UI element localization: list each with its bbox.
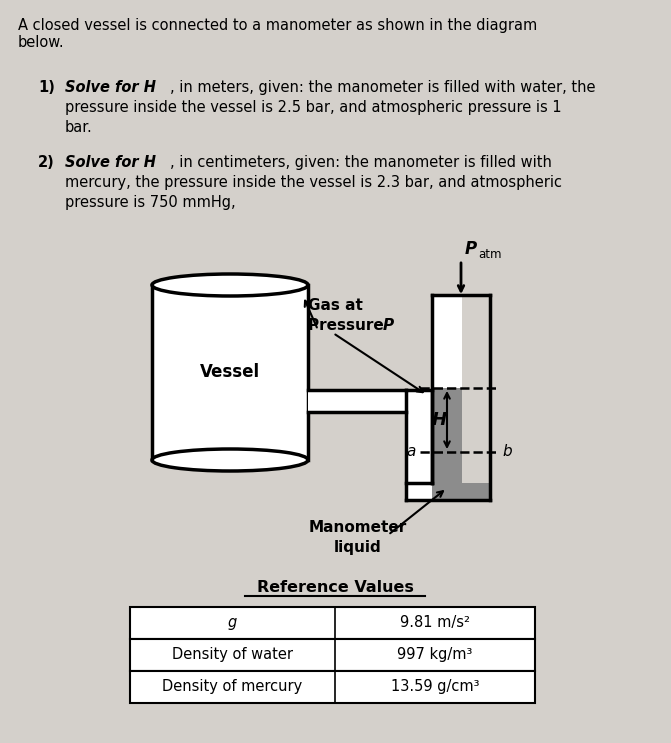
Bar [432,295,462,483]
Text: b: b [502,444,511,459]
Bar [130,607,535,639]
Text: Solve for H: Solve for H [65,155,156,170]
Text: liquid: liquid [334,540,382,555]
Bar [308,390,406,412]
Text: 2): 2) [38,155,55,170]
Text: H: H [431,411,447,429]
Text: 1): 1) [38,80,55,95]
Bar [130,639,535,671]
Bar [406,483,490,500]
Bar [152,285,308,460]
Bar [408,390,432,483]
Ellipse shape [152,274,308,296]
Bar [408,483,432,500]
Text: P: P [383,318,394,333]
Text: 9.81 m/s²: 9.81 m/s² [400,615,470,631]
Text: pressure inside the vessel is 2.5 bar, and atmospheric pressure is 1: pressure inside the vessel is 2.5 bar, a… [65,100,562,115]
Text: Density of water: Density of water [172,647,293,663]
Bar [432,295,462,388]
Text: Gas at: Gas at [308,298,363,313]
Text: , in centimeters, given: the manometer is filled with: , in centimeters, given: the manometer i… [170,155,552,170]
Text: Density of mercury: Density of mercury [162,680,302,695]
Text: Vessel: Vessel [200,363,260,381]
Text: P: P [465,240,477,258]
Text: atm: atm [478,248,501,261]
Text: Solve for H: Solve for H [65,80,156,95]
Text: Reference Values: Reference Values [256,580,413,595]
Text: Manometer: Manometer [309,520,407,535]
Text: mercury, the pressure inside the vessel is 2.3 bar, and atmospheric: mercury, the pressure inside the vessel … [65,175,562,190]
Text: Pressure: Pressure [308,318,389,333]
Text: 13.59 g/cm³: 13.59 g/cm³ [391,680,479,695]
Ellipse shape [152,449,308,471]
Text: a: a [407,444,416,459]
Text: A closed vessel is connected to a manometer as shown in the diagram
below.: A closed vessel is connected to a manome… [18,18,537,51]
Text: g: g [227,615,237,631]
Text: , in meters, given: the manometer is filled with water, the: , in meters, given: the manometer is fil… [170,80,595,95]
Text: 997 kg/m³: 997 kg/m³ [397,647,472,663]
Text: bar.: bar. [65,120,93,135]
Bar [130,671,535,703]
Text: pressure is 750 mmHg,: pressure is 750 mmHg, [65,195,236,210]
